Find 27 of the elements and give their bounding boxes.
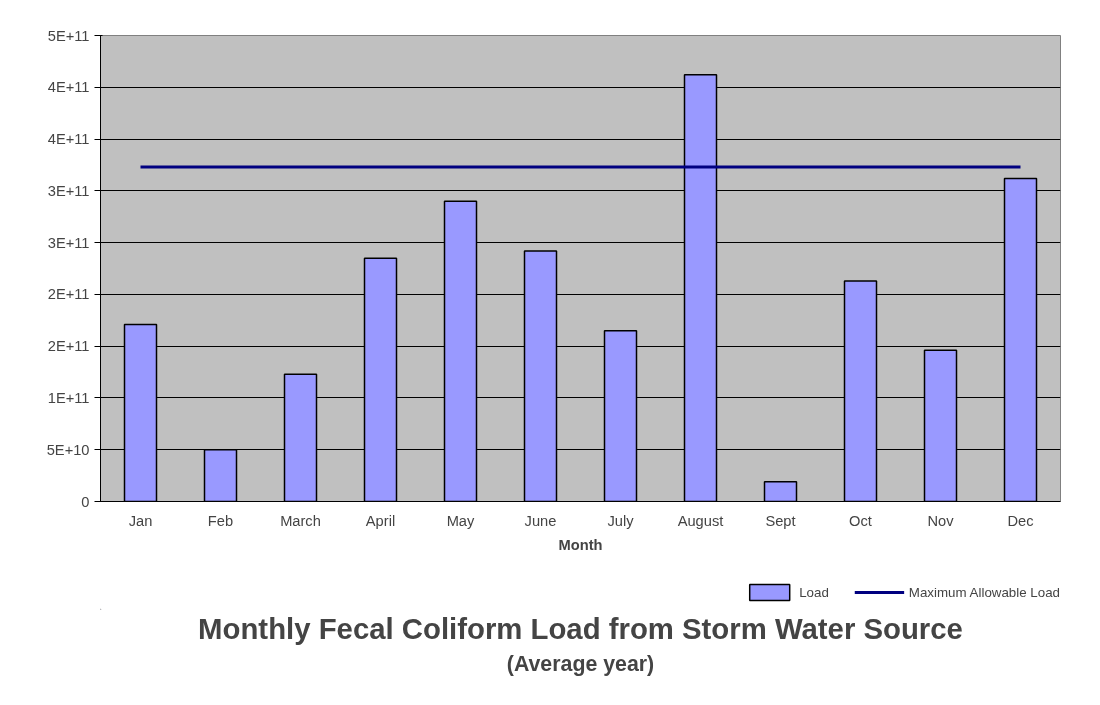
y-tick-label: 0 xyxy=(81,493,90,510)
x-tick-label: Feb xyxy=(207,512,234,529)
y-tick-label: 5E+11 xyxy=(47,27,90,44)
x-tick-label: July xyxy=(607,512,635,529)
x-tick-label: May xyxy=(446,512,476,529)
x-tick-label: Nov xyxy=(927,512,955,529)
x-tick-label: June xyxy=(524,512,557,529)
x-tick-label: Jan xyxy=(128,512,153,529)
y-tick-label: 3E+11 xyxy=(47,234,90,251)
y-tick-label: 5E+10 xyxy=(46,441,90,458)
y-tick-label: 2E+11 xyxy=(47,286,90,303)
legend-label: Maximum Allowable Load xyxy=(908,584,1060,600)
x-axis-title: Month xyxy=(558,536,603,553)
y-tick-label: 4E+11 xyxy=(47,131,90,148)
x-tick-label: April xyxy=(365,512,396,529)
y-tick-label: 4E+11 xyxy=(47,79,90,96)
x-tick-label: August xyxy=(677,512,724,529)
text: Monthly Fecal Coliform Load from Storm Water Source xyxy=(198,611,963,645)
legend-label: Load xyxy=(799,584,829,600)
y-tick-label: 1E+11 xyxy=(47,389,90,406)
x-tick-label: Oct xyxy=(849,512,872,529)
y-tick-label: 3E+11 xyxy=(47,182,90,199)
x-tick-label: Dec xyxy=(1007,512,1034,529)
x-tick-label: March xyxy=(280,512,321,529)
y-tick-label: 2E+11 xyxy=(47,338,90,355)
text: (Average year) xyxy=(506,651,655,676)
x-tick-label: Sept xyxy=(765,512,796,529)
